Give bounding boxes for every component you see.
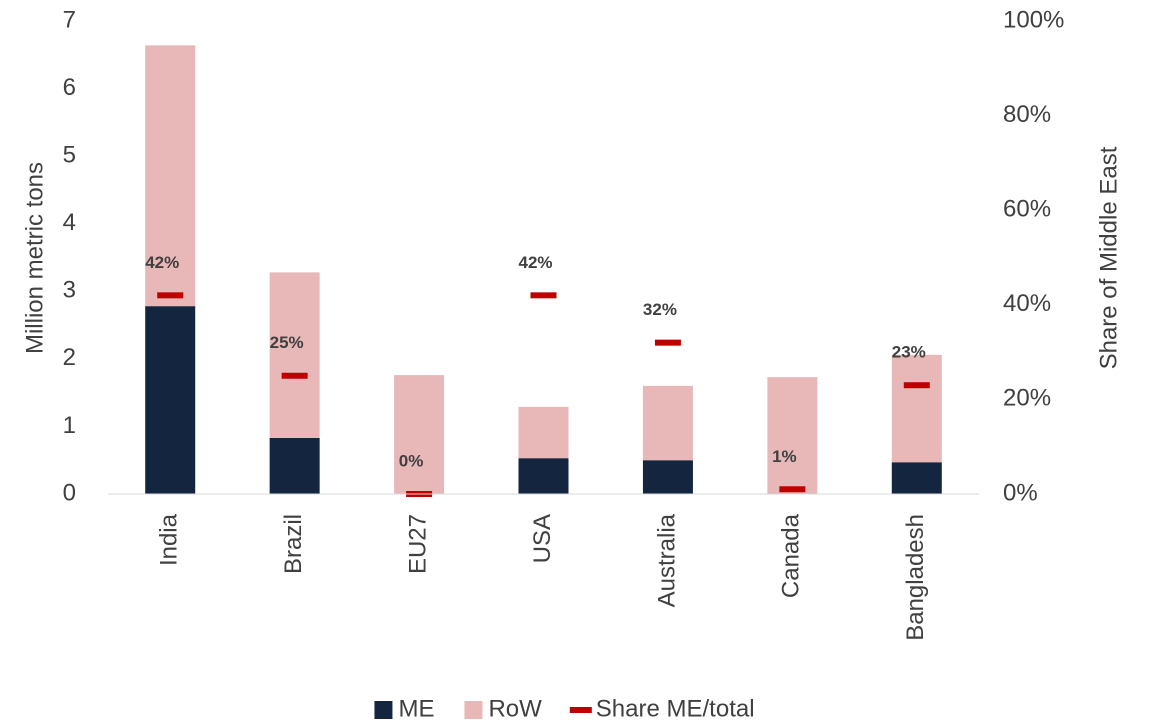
x-tick-label: Bangladesh [902, 514, 929, 641]
legend-symbol [569, 707, 592, 713]
y2-tick-label: 100% [1003, 6, 1064, 33]
x-tick-label: Brazil [280, 514, 307, 574]
y-axis-title: Million metric tons [21, 162, 48, 354]
bar-segment [518, 458, 569, 494]
data-label: 42% [145, 253, 179, 272]
y-tick-label: 0 [63, 479, 76, 506]
legend-symbol [374, 701, 393, 719]
bar-segment [145, 45, 196, 307]
share-marker [903, 382, 930, 389]
share-marker [654, 339, 681, 346]
legend: ME RoW Share ME/total [374, 695, 755, 722]
legend-label: ME [398, 695, 434, 722]
x-tick-label: Australia [653, 513, 680, 607]
y2-tick-label: 0% [1003, 479, 1038, 506]
legend-label: RoW [488, 695, 542, 722]
y-tick-label: 2 [63, 344, 76, 371]
bar-segment [394, 375, 445, 494]
y2-tick-label: 60% [1003, 196, 1051, 223]
share-marker [530, 292, 557, 299]
data-label: 32% [643, 300, 677, 319]
y-tick-label: 4 [63, 209, 76, 236]
y2-axis-title: Share of Middle East [1095, 146, 1122, 369]
x-tick-label: USA [529, 514, 556, 563]
x-tick-label: India [156, 513, 183, 566]
data-label: 0% [399, 451, 424, 470]
x-tick-label: EU27 [404, 514, 431, 574]
data-label: 23% [892, 343, 926, 362]
share-marker [779, 486, 806, 493]
y-tick-label: 3 [63, 277, 76, 304]
share-marker [157, 292, 184, 299]
bar-segment [891, 462, 942, 494]
bar-segment [269, 437, 320, 494]
bar-segment [269, 272, 320, 438]
bar-segment [518, 406, 569, 459]
y2-tick-label: 20% [1003, 385, 1051, 412]
x-tick-label: Canada [778, 513, 805, 598]
y-tick-label: 1 [63, 412, 76, 439]
legend-symbol [464, 701, 483, 719]
y2-tick-label: 40% [1003, 290, 1051, 317]
bar-segment [891, 354, 942, 463]
data-label: 1% [772, 447, 797, 466]
legend-label: Share ME/total [596, 695, 755, 722]
share-marker [281, 372, 308, 379]
data-label: 42% [518, 253, 552, 272]
data-label: 25% [270, 333, 304, 352]
bar-segment [145, 306, 196, 494]
bar-segment [767, 377, 818, 494]
bar-segment [642, 385, 693, 461]
bar-segment [642, 460, 693, 494]
y-tick-label: 5 [63, 141, 76, 168]
y-tick-label: 7 [63, 6, 76, 33]
y-tick-label: 6 [63, 74, 76, 101]
y2-tick-label: 80% [1003, 101, 1051, 128]
